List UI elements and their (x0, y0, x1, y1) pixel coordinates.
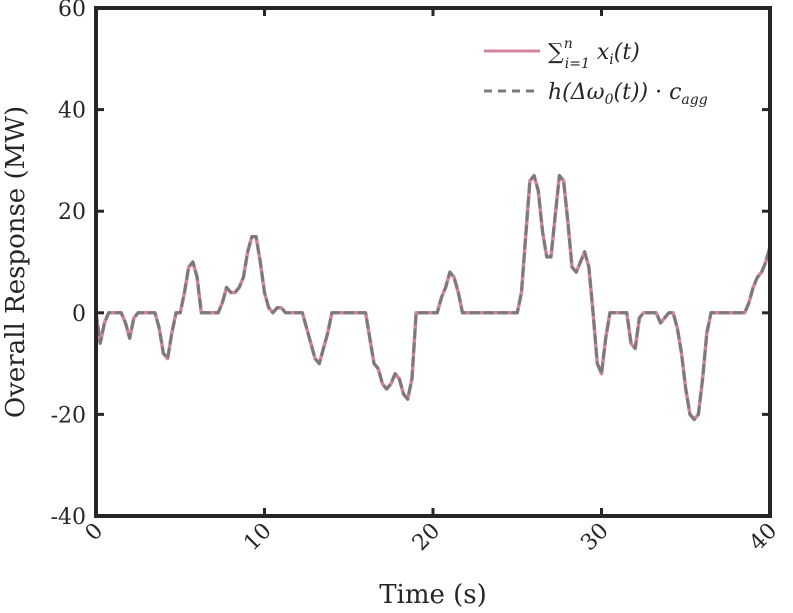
legend-sum-symbol: ∑ (548, 40, 564, 65)
x-axis-label: Time (s) (379, 580, 487, 610)
legend-label-sum: ∑n i=1 xi(t) (548, 36, 640, 72)
legend-h-rest: (t)) · c (614, 80, 682, 105)
tick-marks (94, 6, 772, 518)
y-tick-label: 40 (58, 99, 86, 124)
x-tick-label: 30 (576, 519, 613, 556)
x-tick-label: 10 (239, 519, 276, 556)
x-tick-label: 40 (745, 519, 782, 556)
legend-sum-term: x (590, 40, 610, 65)
legend-sum-term-sub: i (609, 52, 613, 68)
series-line-sum (94, 173, 772, 422)
legend-label-h: h(Δω0(t)) · cagg (548, 80, 708, 108)
legend-sum-lower: i=1 (565, 56, 590, 72)
y-tick-label: -20 (51, 403, 86, 428)
y-tick-label: 0 (72, 302, 86, 327)
legend-sum-term-arg: (t) (614, 40, 640, 65)
series-line-h-dashed (94, 174, 772, 421)
y-tick-label: -40 (51, 505, 86, 530)
legend-h-omega-sub: 0 (605, 92, 614, 108)
legend-h-agg-sub: agg (681, 92, 707, 108)
legend: ∑n i=1 xi(t) h(Δω0(t)) · cagg (484, 36, 708, 108)
x-tick-label: 20 (408, 519, 445, 556)
legend-sum-upper: n (564, 36, 573, 52)
y-axis-label: Overall Response (MW) (1, 106, 31, 418)
series-lines (94, 173, 772, 422)
y-tick-label: 60 (58, 0, 86, 22)
y-tick-label: 20 (58, 200, 86, 225)
legend-h-main: h(Δω (548, 80, 605, 105)
